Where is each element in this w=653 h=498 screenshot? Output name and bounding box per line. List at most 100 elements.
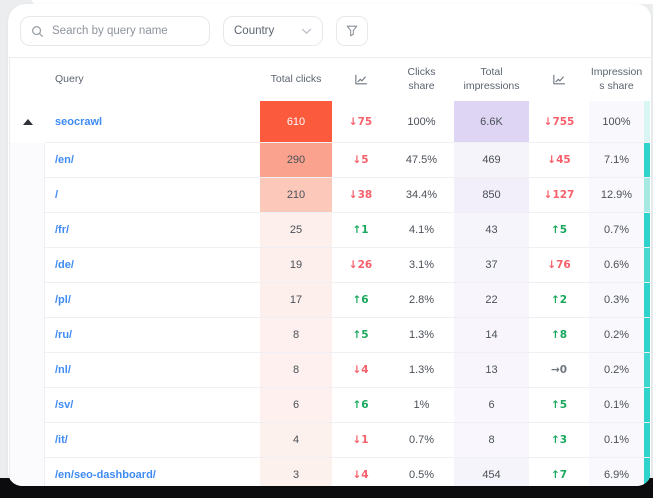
clicks-share-value: 3.1% [389,248,454,283]
clicks-trend-value: ↓75 [332,101,389,143]
table-row: /ru/ 8 ↑5 1.3% 14 ↑8 0.2% [10,318,651,353]
total-impressions-value: 850 [454,178,529,213]
clicks-trend-value: ↑6 [332,283,389,318]
query-link[interactable]: /de/ [55,259,74,271]
query-cell: / [45,178,260,213]
row-expand-cell [10,248,45,283]
total-clicks-value: 8 [260,318,332,353]
impressions-trend-value: ↓127 [529,178,589,213]
query-link[interactable]: /en/ [55,154,74,166]
impressions-share-value: 0.7% [589,213,644,248]
table-body: seocrawl 610 ↓75 100% 6.6K ↓755 100% /en… [10,101,651,486]
clicks-share-value: 1.3% [389,353,454,388]
row-expand-cell [10,101,45,143]
row-expand-cell [10,388,45,423]
clicks-share-value: 1% [389,388,454,423]
clicks-share-value: 0.7% [389,423,454,458]
filter-button[interactable] [336,16,368,46]
impressions-trend-value: ↑8 [529,318,589,353]
query-cell: seocrawl [45,101,260,143]
query-performance-table: Query Total clicks Clicks share Total im… [9,57,651,486]
heat-strip [644,143,650,178]
impressions-trend-value: ↑5 [529,213,589,248]
impressions-share-value: 6.9% [589,458,644,486]
query-link[interactable]: /en/seo-dashboard/ [55,469,156,481]
impressions-share-value: 0.6% [589,248,644,283]
heat-strip [644,353,650,388]
search-input[interactable] [52,25,199,37]
query-link[interactable]: /ru/ [55,329,73,341]
header-total-clicks[interactable]: Total clicks [270,72,322,85]
query-cell: /sv/ [45,388,260,423]
total-impressions-value: 13 [454,353,529,388]
total-impressions-value: 6 [454,388,529,423]
impressions-trend-value: ↓45 [529,143,589,178]
search-box[interactable] [20,16,210,46]
table-toolbar: Country [8,4,651,57]
header-clicks-share[interactable]: Clicks share [407,65,436,92]
clicks-trend-value: ↓1 [332,423,389,458]
funnel-icon [345,24,359,38]
query-table-card: Country Query To [8,4,651,486]
query-link[interactable]: /fr/ [55,224,70,236]
query-cell: /de/ [45,248,260,283]
row-expand-cell [10,318,45,353]
clicks-trend-value: ↑1 [332,213,389,248]
clicks-share-value: 1.3% [389,318,454,353]
row-expand-cell [10,283,45,318]
query-link[interactable]: seocrawl [55,115,103,128]
clicks-share-value: 2.8% [389,283,454,318]
impressions-chart-icon[interactable] [529,74,589,86]
impressions-share-value: 0.2% [589,318,644,353]
impressions-share-value: 0.1% [589,388,644,423]
upper-card-edge [32,0,653,4]
table-row: /sv/ 6 ↑6 1% 6 ↑5 0.1% [10,388,651,423]
total-impressions-value: 43 [454,213,529,248]
query-cell: /en/ [45,143,260,178]
total-clicks-value: 610 [260,101,332,143]
impressions-share-value: 0.3% [589,283,644,318]
impressions-share-value: 100% [589,101,644,143]
impressions-trend-value: ↑2 [529,283,589,318]
clicks-chart-icon[interactable] [332,74,389,86]
query-link[interactable]: / [55,189,59,201]
heat-strip [644,318,650,353]
table-row: /fr/ 25 ↑1 4.1% 43 ↑5 0.7% [10,213,651,248]
total-clicks-value: 3 [260,458,332,486]
impressions-trend-value: →0 [529,353,589,388]
clicks-trend-value: ↓38 [332,178,389,213]
table-row: /pl/ 17 ↑6 2.8% 22 ↑2 0.3% [10,283,651,318]
total-clicks-value: 6 [260,388,332,423]
query-link[interactable]: /nl/ [55,364,71,376]
impressions-trend-value: ↓76 [529,248,589,283]
total-clicks-value: 210 [260,178,332,213]
impressions-share-value: 7.1% [589,143,644,178]
total-clicks-value: 17 [260,283,332,318]
impressions-trend-value: ↑5 [529,388,589,423]
clicks-trend-value: ↓4 [332,458,389,486]
header-total-impressions[interactable]: Total impressions [463,65,520,92]
heat-strip [644,388,650,423]
heat-strip [644,101,650,143]
impressions-share-value: 0.1% [589,423,644,458]
clicks-trend-value: ↑5 [332,318,389,353]
header-query[interactable]: Query [55,72,84,85]
query-link[interactable]: /pl/ [55,294,71,306]
collapse-arrow-icon[interactable] [22,119,33,125]
total-impressions-value: 6.6K [454,101,529,143]
heat-strip [644,178,650,213]
heat-strip [644,423,650,458]
row-expand-cell [10,458,45,486]
table-header-row: Query Total clicks Clicks share Total im… [10,58,651,101]
query-link[interactable]: /it/ [55,434,68,446]
query-cell: /en/seo-dashboard/ [45,458,260,486]
row-expand-cell [10,353,45,388]
heat-strip [644,458,650,486]
table-row: /en/seo-dashboard/ 3 ↓4 0.5% 454 ↑7 6.9% [10,458,651,486]
impressions-share-value: 12.9% [589,178,644,213]
country-select[interactable]: Country [223,16,323,46]
query-link[interactable]: /sv/ [55,399,74,411]
query-cell: /it/ [45,423,260,458]
header-impressions-share[interactable]: Impression s share [590,65,643,92]
